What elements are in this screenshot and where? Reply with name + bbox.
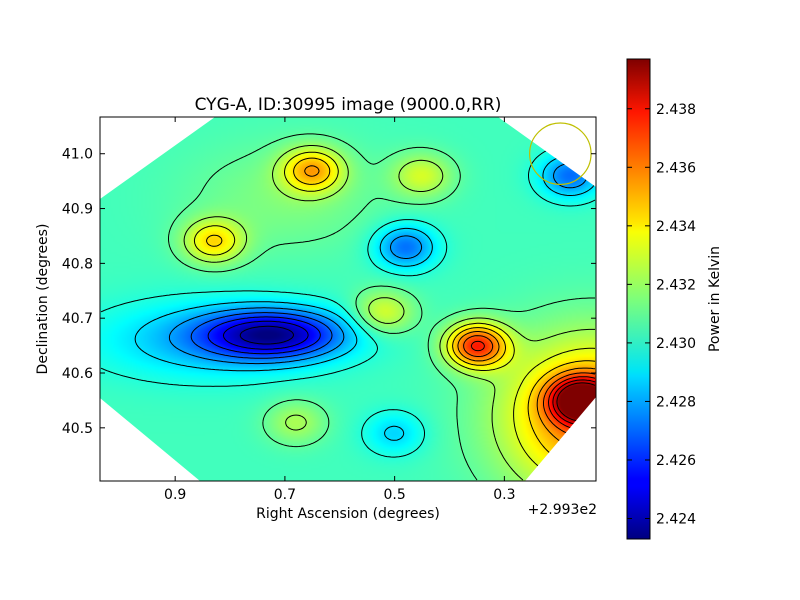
contour-line <box>222 320 309 350</box>
contour-line <box>183 145 595 481</box>
colorbar-tick-label: 2.434 <box>656 219 696 235</box>
colorbar-label: Power in Kelvin <box>707 246 723 352</box>
x-axis-ticks: 0.9 0.7 0.5 0.3 <box>164 117 516 503</box>
contour-line <box>206 157 596 469</box>
y-tick-label: 41.0 <box>62 147 93 163</box>
x-tick-label: 0.5 <box>384 487 406 503</box>
colorbar-tick-label: 2.424 <box>656 512 696 528</box>
x-tick-label: 0.3 <box>493 487 515 503</box>
contour-line <box>168 133 595 481</box>
axes-frame <box>99 116 597 482</box>
colorbar <box>626 58 651 540</box>
y-tick-label: 40.6 <box>62 366 93 382</box>
chart-title: CYG-A, ID:30995 image (9000.0,RR) <box>195 95 502 115</box>
colorbar-tick-label: 2.428 <box>656 394 696 410</box>
y-axis-ticks: 41.0 40.9 40.8 40.7 40.6 40.5 <box>62 147 596 437</box>
x-tick-label: 0.7 <box>274 487 296 503</box>
contour-line <box>193 151 596 481</box>
y-tick-label: 40.7 <box>62 311 93 327</box>
contour-line <box>190 312 333 359</box>
colorbar-tick-label: 2.436 <box>656 160 696 176</box>
colorbar-tick-label: 2.432 <box>656 277 696 293</box>
y-tick-label: 40.8 <box>62 256 93 272</box>
x-tick-label: 0.9 <box>164 487 186 503</box>
colorbar-tick-label: 2.430 <box>656 336 696 352</box>
y-tick-label: 40.9 <box>62 202 93 218</box>
x-offset-label: +2.993e2 <box>528 502 597 518</box>
contour-line <box>239 325 294 345</box>
colorbar-tick-label: 2.426 <box>656 453 696 469</box>
colorbar-ticks: 2.438 2.436 2.434 2.432 2.430 2.428 2.426 2.424 <box>627 102 696 528</box>
y-axis-label: Declination (degrees) <box>35 224 51 375</box>
x-axis-label: Right Ascension (degrees) <box>256 506 440 522</box>
colorbar-tick-label: 2.438 <box>656 102 696 118</box>
heatmap-area <box>100 117 596 481</box>
y-tick-label: 40.5 <box>62 421 93 437</box>
contour-line <box>207 316 321 355</box>
